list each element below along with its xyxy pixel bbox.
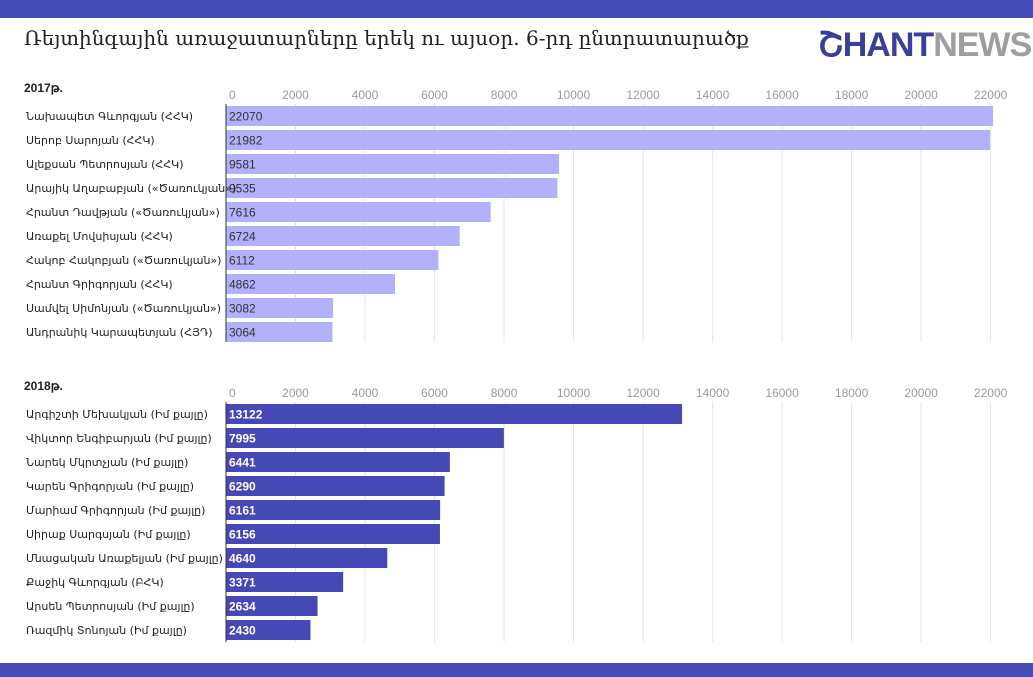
bar (226, 428, 504, 448)
bar (226, 130, 990, 150)
bar (226, 322, 333, 342)
bar-value-label: 2634 (229, 600, 256, 614)
x-tick-label: 0 (229, 88, 236, 102)
bar (226, 572, 344, 592)
category-label: Հակոբ Հակոբյան («Ծառուկյան») (26, 254, 221, 267)
category-label: Առաքել Մովսիսյան (ՀՀԿ) (26, 230, 173, 243)
logo-part-1: ՇHANT (818, 26, 934, 64)
x-tick-label: 18000 (835, 386, 869, 400)
x-tick-label: 22000 (974, 386, 1008, 400)
category-label: Սիրաք Սարգսյան (Իմ քայլը) (26, 528, 191, 541)
category-label: Մնացական Առաքելյան (Իմ քայլը) (26, 552, 223, 565)
category-label: Նարեկ Մկրտչյան (Իմ քայլը) (26, 456, 188, 469)
bar-value-label: 21982 (229, 134, 263, 148)
bar (226, 178, 558, 198)
bar-value-label: 6290 (229, 480, 256, 494)
bar-value-label: 6161 (229, 504, 256, 518)
x-tick-label: 14000 (696, 386, 730, 400)
bar-value-label: 6112 (229, 254, 255, 268)
x-tick-label: 16000 (765, 88, 799, 102)
bar (226, 524, 440, 544)
x-tick-label: 20000 (904, 88, 938, 102)
category-label: Հրանտ Դավթյան («Ծառուկյան») (26, 206, 220, 219)
x-tick-label: 22000 (974, 88, 1008, 102)
bar (226, 596, 318, 616)
category-label: Ռազմիկ Տոնոյան (Իմ քայլը) (26, 624, 187, 637)
category-label: Սամվել Սիմոնյան («Ծառուկյան») (26, 302, 221, 315)
x-tick-label: 10000 (557, 386, 591, 400)
bar-value-label: 3082 (229, 302, 256, 316)
chart-title: 2017թ. (24, 81, 63, 95)
bar-value-label: 22070 (229, 110, 263, 124)
chart-1: 0 2000 4000 6000 8000 10000 12000 14000 16000 180… (24, 379, 1008, 642)
bar-value-label: 4640 (229, 552, 256, 566)
category-label: Նախապետ Գևորգյան (ՀՀԿ) (26, 110, 193, 123)
x-tick-label: 8000 (491, 88, 518, 102)
x-tick-label: 16000 (765, 386, 799, 400)
bar (226, 298, 334, 318)
bar (226, 476, 445, 496)
bar-value-label: 7616 (229, 206, 256, 220)
bar-value-label: 9581 (229, 158, 256, 172)
x-tick-label: 6000 (421, 386, 448, 400)
top-bar (0, 0, 1033, 18)
category-label: Մարիամ Գրիգորյան (Իմ քայլը) (26, 504, 205, 517)
bar-value-label: 3064 (229, 326, 256, 340)
bar-value-label: 7995 (229, 432, 256, 446)
bar-value-label: 4862 (229, 278, 256, 292)
category-label: Սերոբ Սարոյան (ՀՀԿ) (26, 134, 155, 147)
category-label: Քաջիկ Գևորգյան (ԲՀԿ) (26, 576, 164, 589)
category-label: Արսեն Պետրոսյան (Իմ քայլը) (26, 600, 195, 613)
bar (226, 154, 559, 174)
x-tick-label: 4000 (352, 88, 379, 102)
bar-value-label: 3371 (229, 576, 256, 590)
bar (226, 548, 388, 568)
x-tick-label: 2000 (282, 386, 309, 400)
bar-value-label: 13122 (229, 408, 263, 422)
shantnews-logo: ՇHANTNEWS (818, 26, 1032, 64)
logo-part-2: NEWS (933, 26, 1032, 64)
chart-title: 2018թ. (24, 379, 63, 393)
x-tick-label: 0 (229, 386, 236, 400)
category-label: Կարեն Գրիգորյան (Իմ քայլը) (26, 480, 194, 493)
bar (226, 274, 395, 294)
chart-0: 0 2000 4000 6000 8000 10000 12000 14000 16000 180… (24, 81, 1008, 342)
x-tick-label: 18000 (835, 88, 869, 102)
x-tick-label: 20000 (904, 386, 938, 400)
bar (226, 452, 450, 472)
x-tick-label: 10000 (557, 88, 591, 102)
x-tick-label: 4000 (352, 386, 379, 400)
bar (226, 404, 683, 424)
bar-value-label: 6441 (229, 456, 256, 470)
bar-value-label: 6156 (229, 528, 256, 542)
category-label: Ալեքսան Պետրոսյան (ՀՀԿ) (26, 158, 184, 171)
bar (226, 202, 491, 222)
category-label: Արայիկ Աղաբաբյան («Ծառուկյան») (26, 182, 236, 195)
category-label: Անդրանիկ Կարապետյան (ՀՅԴ) (26, 326, 213, 339)
category-label: Հրանտ Գրիգորյան (ՀՀԿ) (26, 278, 173, 291)
page-title: Ռեյտինգային առաջատարները երեկ ու այսօր. … (24, 26, 749, 50)
bar-value-label: 6724 (229, 230, 256, 244)
x-tick-label: 12000 (626, 88, 660, 102)
bar-value-label: 2430 (229, 624, 256, 638)
x-tick-label: 8000 (491, 386, 518, 400)
bar-value-label: 9535 (229, 182, 256, 196)
x-tick-label: 12000 (626, 386, 660, 400)
category-label: Վիկտոր Ենգիբարյան (Իմ քայլը) (26, 432, 212, 445)
x-tick-label: 2000 (282, 88, 309, 102)
bar (226, 620, 311, 640)
category-label: Արգիշտի Մեխակյան (Իմ քայլը) (26, 408, 208, 421)
bar (226, 250, 439, 270)
bar (226, 226, 460, 246)
bar (226, 500, 441, 520)
bar (226, 106, 994, 126)
x-tick-label: 14000 (696, 88, 730, 102)
bottom-bar (0, 663, 1033, 677)
x-tick-label: 6000 (421, 88, 448, 102)
